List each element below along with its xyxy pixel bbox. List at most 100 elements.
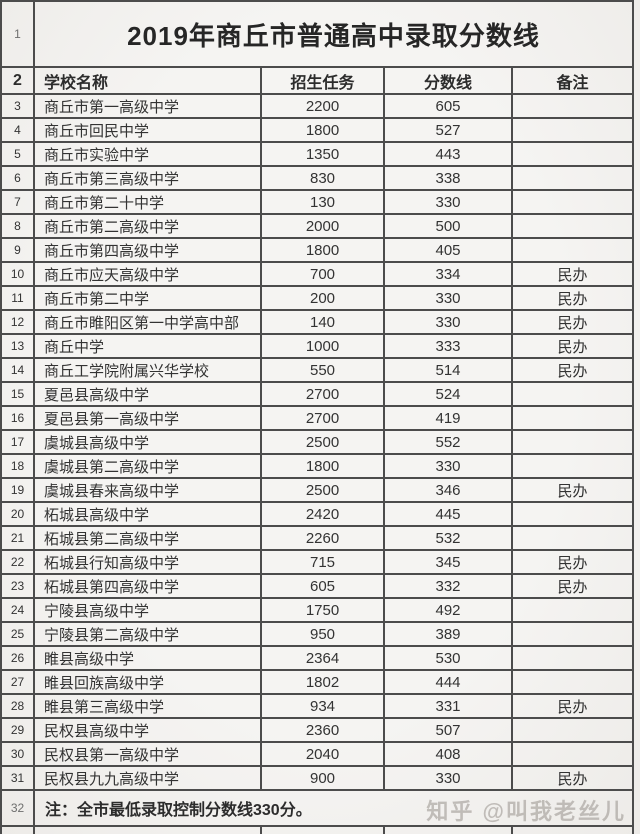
score-line-cell: 405 [385,239,513,263]
remark-cell [513,431,634,455]
school-name-cell: 商丘中学 [35,335,262,359]
school-name-cell: 商丘市实验中学 [35,143,262,167]
partial-cell [35,827,262,834]
row-number-cell: 5 [2,143,35,167]
score-line-cell: 345 [385,551,513,575]
remark-cell [513,239,634,263]
table-row: 10 商丘市应天高级中学 700 334 民办 [2,263,634,287]
enrollment-quota-cell: 2200 [262,95,385,119]
enrollment-quota-cell: 130 [262,191,385,215]
school-name-cell: 商丘市第三高级中学 [35,167,262,191]
row-number-cell: 10 [2,263,35,287]
row-number-cell: 14 [2,359,35,383]
table-body: 3 商丘市第一高级中学 2200 605 4 商丘市回民中学 1800 5 27 … [2,95,634,791]
row-number-cell: 32 [2,791,35,827]
enrollment-quota-cell: 1800 [262,455,385,479]
enrollment-quota-cell: 2420 [262,503,385,527]
note-row: 32 注：全市最低录取控制分数线330分。 [2,791,634,827]
school-name-cell: 虞城县第二高级中学 [35,455,262,479]
enrollment-quota-cell: 934 [262,695,385,719]
minimum-score-note: 注：全市最低录取控制分数线330分。 [35,791,634,827]
row-number-cell: 8 [2,215,35,239]
enrollment-quota-cell: 2000 [262,215,385,239]
column-header-remark: 备注 [513,68,634,95]
score-line-cell: 330 [385,191,513,215]
school-name-cell: 商丘市睢阳区第一中学高中部 [35,311,262,335]
row-number-cell: 20 [2,503,35,527]
enrollment-quota-cell: 2040 [262,743,385,767]
school-name-cell: 柘城县高级中学 [35,503,262,527]
enrollment-quota-cell: 1802 [262,671,385,695]
table-row: 8 商丘市第二高级中学 2000 500 [2,215,634,239]
school-name-cell: 商丘市第二中学 [35,287,262,311]
score-line-cell: 445 [385,503,513,527]
school-name-cell: 商丘工学院附属兴华学校 [35,359,262,383]
row-number-cell: 12 [2,311,35,335]
table-row: 12 商丘市睢阳区第一中学高中部 140 330 民办 [2,311,634,335]
enrollment-quota-cell: 2260 [262,527,385,551]
row-number-cell: 2 [2,68,35,95]
enrollment-quota-cell: 1750 [262,599,385,623]
remark-cell [513,191,634,215]
school-name-cell: 睢县回族高级中学 [35,671,262,695]
score-line-cell: 530 [385,647,513,671]
row-number-cell: 19 [2,479,35,503]
remark-cell: 民办 [513,479,634,503]
row-number-cell: 7 [2,191,35,215]
table-row: 14 商丘工学院附属兴华学校 550 514 民办 [2,359,634,383]
remark-cell [513,527,634,551]
score-line-cell: 500 [385,215,513,239]
school-name-cell: 柘城县第四高级中学 [35,575,262,599]
school-name-cell: 民权县高级中学 [35,719,262,743]
remark-cell: 民办 [513,359,634,383]
row-number-cell: 29 [2,719,35,743]
row-number-cell: 3 [2,95,35,119]
enrollment-quota-cell: 550 [262,359,385,383]
table-row: 24 宁陵县高级中学 1750 492 [2,599,634,623]
table-row: 29 民权县高级中学 2360 507 [2,719,634,743]
enrollment-quota-cell: 830 [262,167,385,191]
score-line-cell: 524 [385,383,513,407]
remark-cell: 民办 [513,575,634,599]
table-row: 17 虞城县高级中学 2500 552 [2,431,634,455]
enrollment-quota-cell: 2364 [262,647,385,671]
enrollment-quota-cell: 2700 [262,407,385,431]
remark-cell [513,623,634,647]
partial-cell [262,827,385,834]
school-name-cell: 商丘市第一高级中学 [35,95,262,119]
remark-cell [513,143,634,167]
enrollment-quota-cell: 140 [262,311,385,335]
enrollment-quota-cell: 2500 [262,479,385,503]
remark-cell: 民办 [513,263,634,287]
enrollment-quota-cell: 2500 [262,431,385,455]
enrollment-quota-cell: 2700 [262,383,385,407]
row-number-cell: 9 [2,239,35,263]
table-row: 6 商丘市第三高级中学 830 338 [2,167,634,191]
remark-cell [513,119,634,143]
remark-cell [513,599,634,623]
table-row: 7 商丘市第二十中学 130 330 [2,191,634,215]
row-number-cell: 1 [2,2,35,68]
score-line-cell: 552 [385,431,513,455]
row-number-cell: 16 [2,407,35,431]
table-row: 11 商丘市第二中学 200 330 民办 [2,287,634,311]
row-number-cell: 18 [2,455,35,479]
table-row: 19 虞城县春来高级中学 2500 346 民办 [2,479,634,503]
enrollment-quota-cell: 1350 [262,143,385,167]
score-line-cell: 346 [385,479,513,503]
row-number-cell: 17 [2,431,35,455]
remark-cell: 民办 [513,767,634,791]
enrollment-quota-cell: 700 [262,263,385,287]
row-number-cell: 13 [2,335,35,359]
enrollment-quota-cell: 1000 [262,335,385,359]
partial-cell [2,827,35,834]
score-line-cell: 444 [385,671,513,695]
score-line-cell: 330 [385,311,513,335]
table-row: 25 宁陵县第二高级中学 950 389 [2,623,634,647]
score-line-cell: 514 [385,359,513,383]
remark-cell [513,671,634,695]
score-line-cell: 419 [385,407,513,431]
school-name-cell: 柘城县行知高级中学 [35,551,262,575]
